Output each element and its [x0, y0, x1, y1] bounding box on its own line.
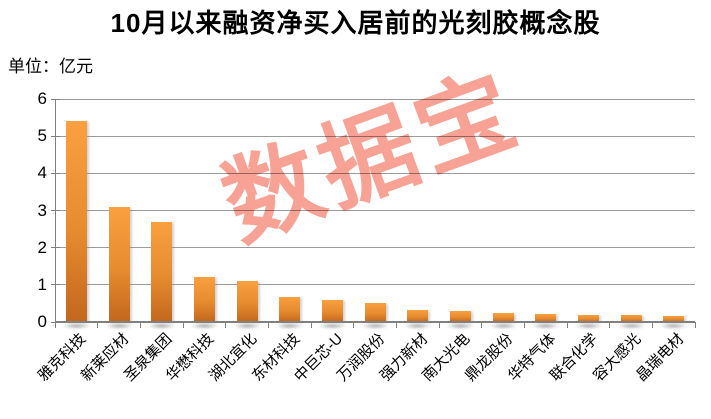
x-axis-tick [310, 322, 312, 328]
bar [321, 299, 343, 322]
x-axis-tick [694, 322, 696, 328]
x-axis-tick [97, 322, 99, 328]
x-axis-tick [395, 322, 397, 328]
bar-shadow [232, 323, 262, 329]
x-axis-tick [225, 322, 227, 328]
x-axis-tick [267, 322, 269, 328]
x-axis-tick [609, 322, 611, 328]
bar-shadow [573, 323, 603, 329]
bar [449, 310, 471, 322]
y-tick-label: 1 [37, 274, 47, 294]
x-axis-tick [353, 322, 355, 328]
bar-shadow [488, 323, 518, 329]
bar [151, 221, 173, 322]
bar-shadow [147, 323, 177, 329]
bar [236, 281, 258, 322]
bar [364, 302, 386, 322]
bar-shadow [531, 323, 561, 329]
bar [535, 313, 557, 322]
bar [65, 121, 87, 322]
x-axis-tick [182, 322, 184, 328]
x-axis-tick [566, 322, 568, 328]
y-tick-label: 5 [37, 126, 47, 146]
bar [407, 309, 429, 322]
bar-shadow [360, 323, 390, 329]
gridline [55, 247, 695, 249]
bar-shadow [445, 323, 475, 329]
bar [663, 315, 685, 322]
bar [577, 314, 599, 322]
unit-label: 单位：亿元 [8, 57, 93, 76]
bar-shadow [189, 323, 219, 329]
gridline [55, 172, 695, 174]
bar [620, 315, 642, 322]
x-axis-tick [481, 322, 483, 328]
y-tick-label: 4 [37, 163, 47, 183]
bar-shadow [403, 323, 433, 329]
y-tick-label: 2 [37, 237, 47, 257]
gridline [55, 98, 695, 100]
bar-shadow [275, 323, 305, 329]
y-tick-label: 6 [37, 89, 47, 108]
y-tick-label: 3 [37, 200, 47, 220]
bar-shadow [616, 323, 646, 329]
gridline [55, 135, 695, 137]
gridline [55, 284, 695, 286]
bar [108, 206, 130, 322]
bar [193, 277, 215, 322]
bar-shadow [659, 323, 689, 329]
y-axis-line [55, 99, 56, 326]
x-axis-tick [651, 322, 653, 328]
x-axis-tick [523, 322, 525, 328]
bar [279, 296, 301, 322]
bar [492, 312, 514, 322]
x-axis-line [55, 321, 695, 323]
gridline [55, 210, 695, 211]
bar-shadow [317, 323, 347, 329]
bar-shadow [104, 323, 134, 329]
x-axis-tick [139, 322, 141, 328]
x-axis-tick [438, 322, 440, 328]
bar-shadow [61, 323, 91, 329]
y-tick-label: 0 [37, 312, 47, 331]
chart-title: 10月以来融资净买入居前的光刻胶概念股 [110, 8, 601, 38]
x-axis-tick [54, 322, 56, 328]
